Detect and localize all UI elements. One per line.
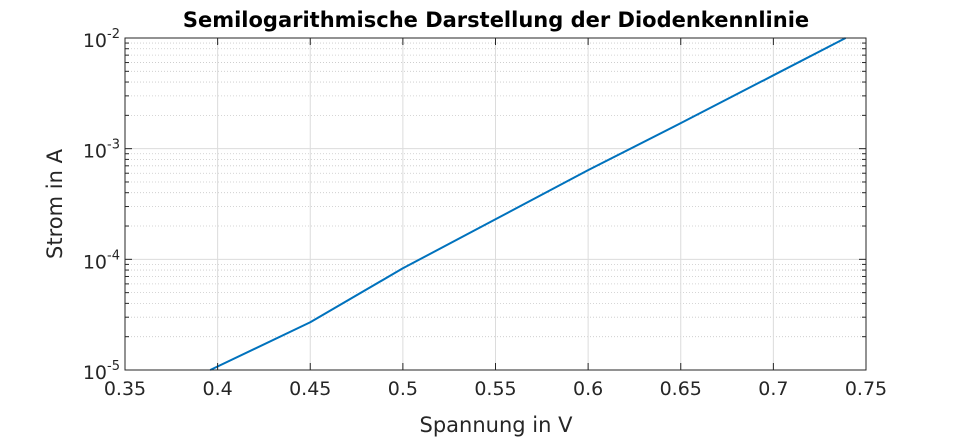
y-tick-labels: 10-5 10-4 10-3 10-2 (83, 27, 120, 384)
x-tick-label: 0.4 (203, 378, 233, 400)
x-tick-label: 0.45 (289, 378, 331, 400)
y-tick-label: 10-2 (83, 27, 120, 52)
tick-marks (124, 37, 867, 371)
y-tick-label: 10-5 (83, 359, 120, 384)
x-tick-labels: 0.35 0.4 0.45 0.5 0.55 0.6 0.65 0.7 0.75 (104, 378, 887, 400)
series-group (209, 37, 847, 371)
x-tick-label: 0.7 (758, 378, 788, 400)
x-tick-label: 0.65 (660, 378, 702, 400)
minor-grid (125, 42, 866, 338)
x-tick-label: 0.55 (474, 378, 516, 400)
x-axis-label: Spannung in V (420, 413, 574, 437)
chart-title: Semilogarithmische Darstellung der Diode… (183, 8, 809, 32)
y-tick-label: 10-3 (83, 138, 120, 163)
x-tick-label: 0.75 (845, 378, 887, 400)
y-tick-label: 10-4 (83, 248, 120, 273)
x-tick-label: 0.6 (573, 378, 603, 400)
series-line (209, 37, 847, 371)
x-tick-label: 0.5 (388, 378, 418, 400)
x-tick-label: 0.35 (104, 378, 146, 400)
y-axis-label: Strom in A (43, 148, 67, 259)
